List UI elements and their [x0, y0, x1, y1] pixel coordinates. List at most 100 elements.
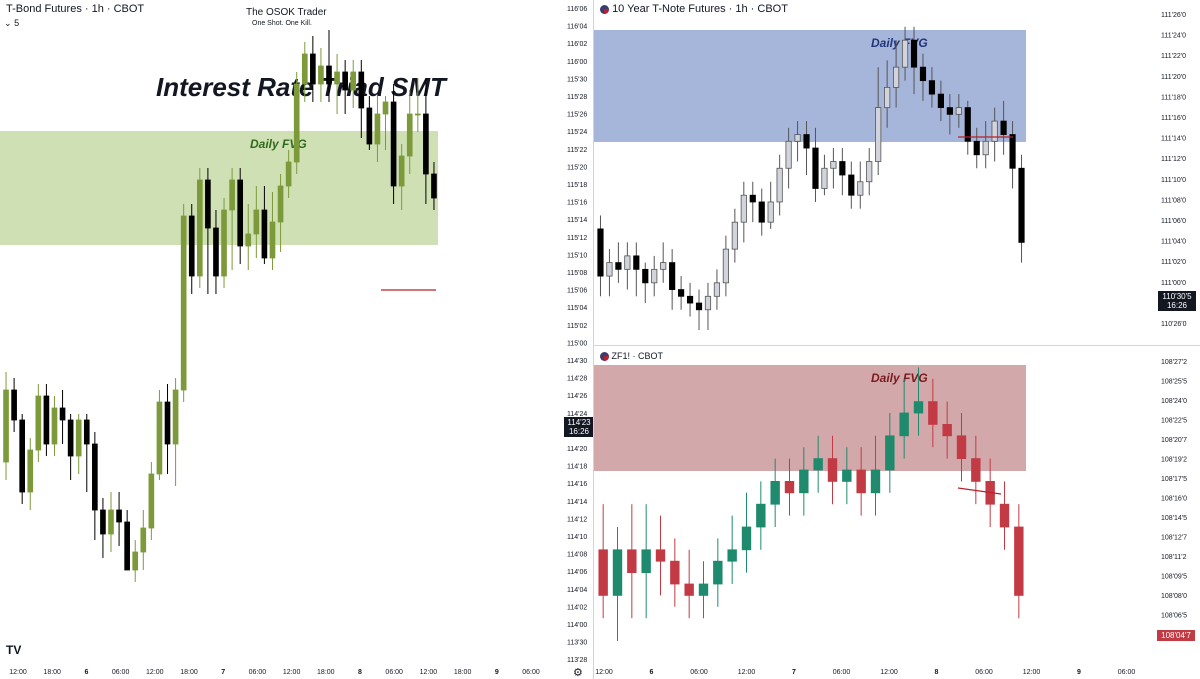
candle-body	[43, 395, 50, 445]
headline: Interest Rate Triad SMT	[156, 72, 446, 102]
right-top-symbol[interactable]: 10 Year T-Note Futures · 1h · CBOT	[600, 3, 788, 15]
right-bottom-symbol-title: ZF1! · CBOT	[611, 351, 664, 361]
y-tick-label: 114'00	[567, 622, 587, 629]
x-tick-label: 06:00	[249, 669, 267, 676]
candle-body	[866, 161, 873, 183]
right-top-price-time: 16:26	[1166, 301, 1188, 310]
candle-body	[358, 71, 365, 109]
y-tick-label: 111'18'0	[1161, 94, 1186, 101]
candle-body	[633, 255, 640, 270]
candle-body	[624, 255, 631, 270]
candle-body	[660, 262, 667, 270]
panel-divider-vertical[interactable]	[593, 0, 594, 679]
left-price-time: 16:26	[568, 427, 590, 436]
candle-body	[749, 194, 756, 203]
candle-body	[51, 407, 58, 445]
candle-body	[598, 549, 608, 596]
right-top-candlestick-chart[interactable]: Daily FVG 111'26'0 111'24'0 111'22'0 111'20'…	[594, 0, 1200, 345]
y-tick-label: 114'20	[567, 446, 587, 453]
x-tick-label: 7	[221, 669, 225, 676]
left-candlestick-chart[interactable]: Daily FVG 116'06 116'04 116'02 116'00 115'30 1…	[0, 0, 593, 679]
candle-body	[116, 509, 122, 523]
y-tick-label: 111'12'0	[1161, 156, 1186, 163]
candle-body	[374, 113, 381, 145]
candle-body	[431, 173, 437, 199]
candle-body	[310, 53, 316, 85]
right-top-price-badge: 110'30'5 16:26	[1158, 291, 1196, 311]
candle-body	[269, 221, 276, 259]
candle-body	[678, 289, 685, 297]
candle-body	[686, 295, 694, 304]
candle-body	[642, 268, 649, 284]
left-price-value: 114'23	[567, 418, 591, 427]
x-tick-label: 12:00	[738, 669, 756, 676]
candle-body	[237, 179, 244, 247]
y-tick-label: 114'04	[567, 587, 587, 594]
x-tick-label: 06:00	[833, 669, 851, 676]
candle-body	[253, 209, 260, 235]
candle-body	[803, 134, 810, 149]
y-tick-label: 111'16'0	[1161, 115, 1186, 122]
right-top-symbol-title: 10 Year T-Note Futures · 1h · CBOT	[612, 3, 788, 15]
candle-body	[884, 86, 891, 109]
right-bottom-candlestick-chart[interactable]: Daily FVG 108'27'2 108'25'5 108'24'0 108'22'…	[594, 346, 1200, 679]
candle-body	[794, 134, 801, 142]
candle-body	[964, 107, 971, 142]
candle-body	[785, 140, 792, 169]
candle-body	[698, 583, 709, 596]
settings-icon[interactable]: ⚙	[573, 667, 583, 679]
x-tick-label: 9	[495, 669, 499, 676]
daily-fvg-zone	[594, 30, 1026, 142]
candle-body	[100, 509, 106, 535]
panel-divider-horizontal[interactable]	[594, 345, 1200, 346]
candle-body	[767, 201, 774, 223]
candle-body	[27, 449, 34, 493]
y-tick-label: 111'06'0	[1161, 218, 1186, 225]
candle-body	[293, 83, 300, 163]
y-tick-label: 115'12	[567, 235, 587, 242]
y-tick-label: 111'04'0	[1161, 239, 1186, 246]
candle-body	[261, 209, 268, 259]
candle-body	[928, 80, 936, 95]
candle-body	[277, 185, 284, 223]
candle-body	[956, 435, 967, 460]
candle-body	[812, 147, 819, 189]
interval-selector[interactable]: ⌄ 5	[4, 18, 19, 29]
candle-body	[301, 53, 308, 85]
candle-body	[704, 295, 712, 311]
candle-body	[3, 389, 9, 463]
candle-body	[770, 480, 780, 505]
x-tick-label: 12:00	[9, 669, 27, 676]
watermark-title: The OSOK Trader	[246, 7, 327, 18]
y-tick-label: 108'20'7	[1161, 437, 1187, 444]
x-tick-label: 18:00	[180, 669, 198, 676]
candle-body	[597, 228, 604, 277]
right-bottom-symbol[interactable]: ZF1! · CBOT	[600, 351, 664, 362]
y-tick-label: 111'22'0	[1161, 53, 1186, 60]
x-tick-label: 06:00	[690, 669, 708, 676]
y-tick-label: 115'00	[567, 340, 587, 347]
y-tick-label: 114'02	[567, 604, 587, 611]
candle-body	[875, 107, 882, 162]
candle-body	[910, 39, 918, 68]
x-tick-label: 18:00	[454, 669, 472, 676]
candle-body	[885, 435, 895, 471]
candle-body	[731, 221, 738, 250]
y-tick-label: 115'04	[567, 305, 587, 312]
tradingview-logo[interactable]: TV	[6, 643, 22, 657]
candle-body	[670, 560, 680, 585]
y-tick-label: 111'24'0	[1161, 33, 1186, 40]
candle-body	[655, 549, 666, 562]
us-flag-icon	[600, 352, 609, 362]
candle-body	[942, 424, 952, 437]
candle-body	[913, 401, 924, 414]
y-tick-label: 115'14	[567, 217, 587, 224]
candle-body	[92, 443, 98, 511]
y-tick-label: 114'16	[567, 481, 587, 488]
y-tick-label: 108'16'0	[1161, 496, 1187, 503]
y-tick-label: 111'02'0	[1161, 259, 1186, 266]
daily-fvg-label: Daily FVG	[250, 137, 307, 151]
left-symbol-title[interactable]: T-Bond Futures · 1h · CBOT	[6, 3, 145, 15]
y-tick-label: 116'06	[567, 6, 587, 13]
candle-body	[406, 113, 413, 157]
